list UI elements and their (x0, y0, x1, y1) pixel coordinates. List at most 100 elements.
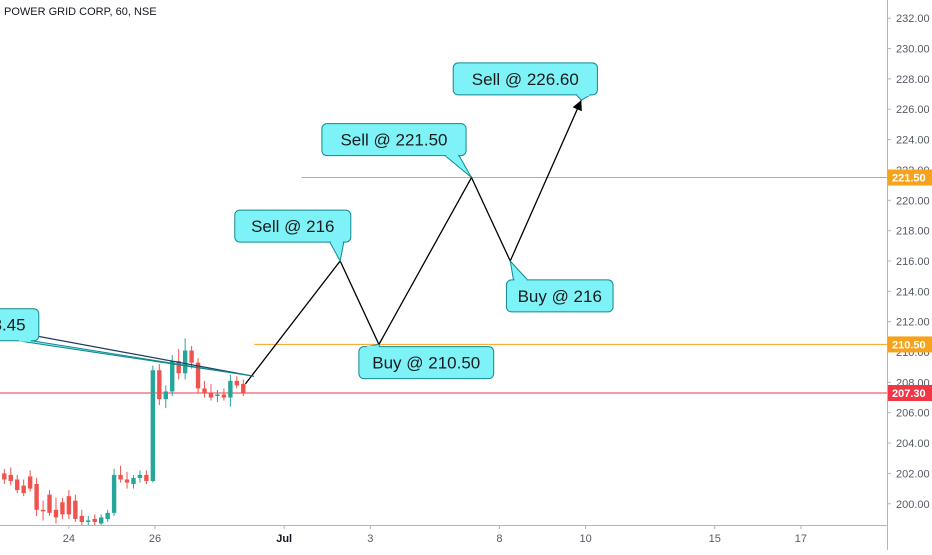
candle-body (215, 394, 220, 397)
time-tick-label: 3 (367, 533, 373, 545)
candle (215, 389, 220, 403)
callout-tail (17, 340, 255, 377)
candle-body (150, 370, 156, 481)
candle-body (105, 512, 110, 519)
candle (21, 479, 26, 497)
callout[interactable]: Sell @ 216 (234, 209, 352, 263)
candle (137, 470, 143, 483)
candle (105, 509, 110, 522)
callout-box (358, 346, 495, 380)
candle-body (195, 362, 201, 389)
price-tick-label: 224.00 (896, 135, 930, 147)
candle-body (228, 380, 233, 398)
candle-body (60, 502, 65, 515)
candle-body (163, 391, 168, 400)
candle (66, 490, 72, 519)
candle (98, 514, 104, 527)
candle-body (53, 509, 59, 518)
candle (27, 470, 33, 492)
price-label-text: 221.50 (892, 173, 926, 185)
callout-box (505, 279, 614, 313)
callout[interactable]: Sell @ 221.50 (321, 123, 472, 178)
candle (34, 477, 39, 516)
candle (86, 515, 91, 527)
candle-body (98, 517, 104, 524)
candle-body (170, 361, 175, 392)
time-axis-bg (0, 525, 887, 550)
callout[interactable]: Sell @ 226.60 (452, 62, 598, 101)
price-label-text: 207.30 (892, 388, 926, 400)
candle-body (118, 474, 123, 480)
candle (144, 470, 149, 485)
price-tick-label: 202.00 (896, 468, 930, 480)
candle (170, 355, 175, 397)
candle-body (221, 394, 227, 398)
price-tick-label: 220.00 (896, 195, 930, 207)
candle (92, 514, 97, 525)
time-tick-label: 10 (579, 533, 591, 545)
candle (241, 379, 246, 397)
candle-body (47, 494, 52, 513)
callout-label: Buy @ 216 (518, 287, 602, 306)
candle (163, 385, 168, 409)
candle-body (144, 474, 149, 481)
candle (202, 380, 207, 398)
price-label-221.50: 221.50 (888, 169, 932, 186)
callout-box (234, 209, 352, 243)
candle-body (137, 474, 143, 478)
candle-body (40, 509, 46, 512)
candle (15, 474, 20, 494)
callout-label: Buy @ 210.50 (372, 354, 480, 373)
time-tick-label: 15 (709, 533, 721, 545)
drawings[interactable] (0, 99, 582, 385)
callout-label: Sell @ 221.50 (340, 131, 447, 150)
candle-body (92, 518, 97, 522)
candle-body (124, 479, 130, 483)
price-tick-label: 206.00 (896, 408, 930, 420)
candle (131, 474, 136, 489)
candle (234, 376, 240, 389)
callout-label: Sell @ 216 (251, 217, 334, 236)
candle-body (34, 484, 39, 510)
price-label-210.50: 210.50 (888, 336, 932, 353)
arrow-head (572, 100, 582, 112)
candlesticks (2, 338, 246, 527)
callout-tail (443, 155, 472, 178)
price-tick-label: 214.00 (896, 286, 930, 298)
price-label-207.30: 207.30 (888, 384, 932, 401)
price-axis[interactable]: 200.00202.00204.00206.00208.00210.00212.… (887, 0, 932, 550)
candle (60, 497, 65, 519)
candle (73, 494, 78, 522)
candle-body (208, 392, 214, 398)
price-label-bg (888, 169, 932, 186)
candle (221, 388, 227, 401)
callout-box (321, 123, 467, 157)
callout-tail (509, 259, 529, 281)
callout[interactable]: Buy @ 216 (505, 259, 614, 313)
time-axis[interactable]: 24 26 Jul 3 8 10 15 17 (0, 525, 887, 550)
time-tick-label: 24 (63, 533, 75, 545)
candle-body (131, 477, 136, 485)
price-tick-label: 218.00 (896, 226, 930, 238)
candle-body (182, 350, 188, 374)
candle-body (66, 496, 72, 515)
candle-body (202, 388, 207, 393)
candle (124, 471, 130, 489)
trend-line (0, 328, 255, 377)
price-tick-label: 216.00 (896, 256, 930, 268)
time-tick-label: 26 (149, 533, 161, 545)
horizontal-levels (0, 177, 887, 394)
price-label-bg (888, 384, 932, 401)
candle-body (86, 520, 91, 522)
price-tick-label: 226.00 (896, 104, 930, 116)
candle (157, 364, 162, 406)
candle-body (176, 361, 181, 374)
candle (228, 374, 233, 407)
callouts[interactable]: Sell @ 226.60 Sell @ 221.50 Sell @ 216 Buy … (0, 62, 614, 380)
callout-box (452, 62, 598, 96)
callout[interactable]: Buy @ 210.50 (358, 343, 495, 380)
projection-path (244, 99, 582, 385)
callout[interactable]: 08.45 (0, 308, 255, 377)
